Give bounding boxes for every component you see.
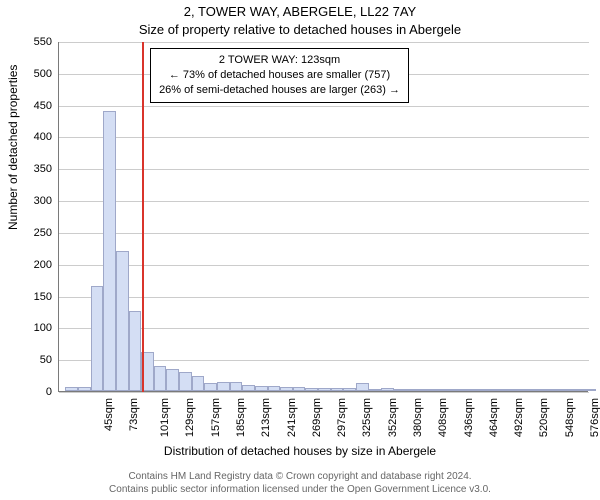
- gridline: [59, 42, 589, 43]
- x-tick-label: 297sqm: [336, 398, 348, 437]
- plot-area: 05010015020025030035040045050055045sqm73…: [58, 42, 588, 392]
- y-tick-label: 550: [34, 36, 52, 48]
- gridline: [59, 201, 589, 202]
- histogram-bar: [584, 389, 597, 391]
- histogram-bar: [457, 389, 470, 391]
- y-tick-label: 0: [46, 386, 52, 398]
- histogram-bar: [255, 386, 268, 391]
- histogram-bar: [445, 389, 458, 391]
- footer-attribution: Contains HM Land Registry data © Crown c…: [0, 470, 600, 496]
- histogram-bar: [116, 251, 129, 391]
- histogram-bar: [419, 389, 432, 391]
- histogram-bar: [482, 389, 495, 391]
- y-tick-label: 100: [34, 322, 52, 334]
- y-tick-label: 250: [34, 227, 52, 239]
- histogram-bar: [103, 111, 116, 391]
- histogram-bar: [533, 389, 546, 391]
- histogram-bar: [78, 387, 91, 391]
- gridline: [59, 137, 589, 138]
- histogram-bar: [432, 389, 445, 391]
- histogram-bar: [470, 389, 483, 391]
- histogram-bar: [546, 389, 559, 391]
- histogram-bar: [318, 388, 331, 391]
- x-tick-label: 101sqm: [159, 398, 171, 437]
- annotation-box: 2 TOWER WAY: 123sqm← 73% of detached hou…: [150, 48, 409, 103]
- histogram-bar: [166, 369, 179, 391]
- gridline: [59, 233, 589, 234]
- histogram-bar: [217, 382, 230, 391]
- x-tick-label: 325sqm: [362, 398, 374, 437]
- histogram-bar: [91, 286, 104, 391]
- y-tick-label: 50: [40, 354, 52, 366]
- histogram-bar: [268, 386, 281, 391]
- x-tick-label: 73sqm: [128, 398, 140, 431]
- gridline: [59, 297, 589, 298]
- x-tick-label: 352sqm: [387, 398, 399, 437]
- histogram-bar: [407, 389, 420, 391]
- x-tick-label: 492sqm: [513, 398, 525, 437]
- histogram-bar: [571, 389, 584, 391]
- histogram-bar: [179, 372, 192, 391]
- x-tick-label: 157sqm: [210, 398, 222, 437]
- x-tick-label: 129sqm: [185, 398, 197, 437]
- histogram-bar: [495, 389, 508, 391]
- y-axis-label: Number of detached properties: [6, 65, 20, 230]
- histogram-bar: [369, 389, 382, 391]
- gridline: [59, 392, 589, 393]
- x-tick-label: 185sqm: [235, 398, 247, 437]
- annotation-line3: 26% of semi-detached houses are larger (…: [159, 83, 400, 98]
- y-tick-label: 300: [34, 195, 52, 207]
- x-tick-label: 548sqm: [564, 398, 576, 437]
- x-tick-label: 576sqm: [589, 398, 600, 437]
- annotation-line1: 2 TOWER WAY: 123sqm: [159, 53, 400, 68]
- histogram-bar: [230, 382, 243, 391]
- y-tick-label: 450: [34, 100, 52, 112]
- property-marker-line: [142, 42, 144, 392]
- x-tick-label: 213sqm: [260, 398, 272, 437]
- histogram-bar: [293, 387, 306, 391]
- histogram-bar: [331, 388, 344, 391]
- histogram-bar: [508, 389, 521, 391]
- histogram-bar: [520, 389, 533, 391]
- chart-container: 2, TOWER WAY, ABERGELE, LL22 7AY Size of…: [0, 0, 600, 500]
- x-tick-label: 45sqm: [103, 398, 115, 431]
- x-tick-label: 436sqm: [463, 398, 475, 437]
- x-tick-label: 269sqm: [311, 398, 323, 437]
- footer-line1: Contains HM Land Registry data © Crown c…: [0, 470, 600, 483]
- histogram-bar: [129, 311, 142, 391]
- x-axis-label: Distribution of detached houses by size …: [0, 444, 600, 458]
- address-title: 2, TOWER WAY, ABERGELE, LL22 7AY: [0, 4, 600, 19]
- histogram-bar: [394, 389, 407, 391]
- histogram-bar: [192, 376, 205, 391]
- x-tick-label: 408sqm: [437, 398, 449, 437]
- histogram-bar: [204, 383, 217, 391]
- x-tick-label: 520sqm: [539, 398, 551, 437]
- x-tick-label: 241sqm: [286, 398, 298, 437]
- x-tick-label: 464sqm: [488, 398, 500, 437]
- y-tick-label: 200: [34, 259, 52, 271]
- histogram-bar: [154, 366, 167, 391]
- footer-line2: Contains public sector information licen…: [0, 483, 600, 496]
- annotation-line2: ← 73% of detached houses are smaller (75…: [159, 68, 400, 83]
- histogram-bar: [343, 388, 356, 391]
- histogram-bar: [356, 383, 369, 391]
- y-tick-label: 400: [34, 131, 52, 143]
- histogram-bar: [280, 387, 293, 391]
- y-tick-label: 150: [34, 291, 52, 303]
- gridline: [59, 169, 589, 170]
- histogram-bar: [305, 388, 318, 391]
- gridline: [59, 106, 589, 107]
- gridline: [59, 265, 589, 266]
- histogram-bar: [558, 389, 571, 391]
- histogram-bar: [381, 388, 394, 391]
- x-tick-label: 380sqm: [412, 398, 424, 437]
- subtitle: Size of property relative to detached ho…: [0, 22, 600, 37]
- y-tick-label: 350: [34, 163, 52, 175]
- histogram-bar: [242, 385, 255, 391]
- y-tick-label: 500: [34, 68, 52, 80]
- histogram-bar: [65, 387, 78, 391]
